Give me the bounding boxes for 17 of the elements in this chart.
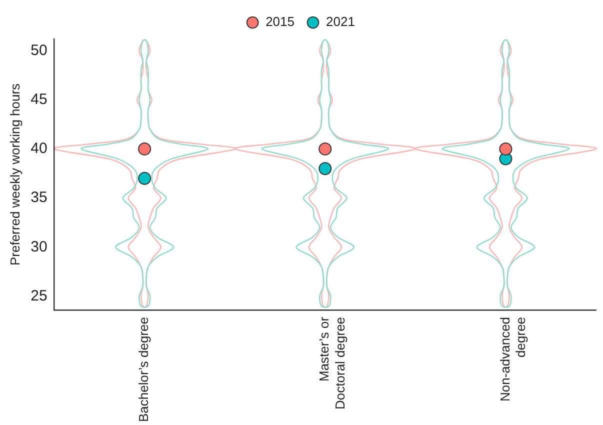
y-tick-label: 45 — [30, 91, 48, 108]
y-tick-label: 30 — [30, 238, 48, 256]
point — [318, 162, 332, 176]
legend-label: 2021 — [326, 14, 355, 30]
point — [318, 142, 332, 156]
y-tick-label: 35 — [30, 189, 48, 206]
y-tick-label: 25 — [30, 287, 48, 304]
legend-label: 2015 — [266, 14, 294, 30]
y-axis-title: Preferred weekly working hours — [7, 82, 22, 266]
point — [138, 172, 152, 185]
point — [138, 142, 152, 156]
x-tick-label: Bachelor’s degree — [136, 316, 152, 422]
x-tick-label: Non-advanced degree — [497, 316, 528, 402]
y-tick-label: 50 — [30, 42, 48, 59]
point — [499, 142, 512, 156]
y-tick-label: 40 — [30, 140, 48, 158]
x-tick-label: Master’s or Doctoral degree — [316, 316, 348, 410]
